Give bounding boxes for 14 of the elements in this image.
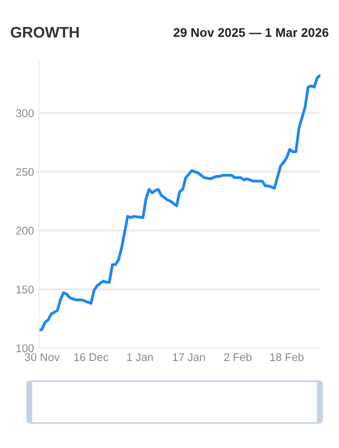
x-tick-label: 2 Feb	[224, 352, 252, 362]
y-tick-label: 250	[16, 168, 34, 176]
y-tick-label: 150	[16, 286, 34, 294]
x-tick-label: 1 Jan	[127, 353, 153, 362]
chart-subtitle: 29 Nov 2025 — 1 Mar 2026	[174, 28, 328, 37]
y-tick-label: 100	[16, 344, 34, 352]
x-tick-label: 30 Nov	[24, 353, 60, 362]
x-tick-label: 17 Jan	[173, 353, 205, 362]
x-tick-label: 18 Feb	[270, 352, 304, 362]
chart-title: GROWTH	[10, 26, 79, 38]
y-tick-label: 300	[16, 109, 34, 118]
y-tick-label: 200	[16, 226, 34, 235]
x-tick-label: 16 Dec	[74, 353, 108, 362]
line-series	[38, 74, 320, 332]
